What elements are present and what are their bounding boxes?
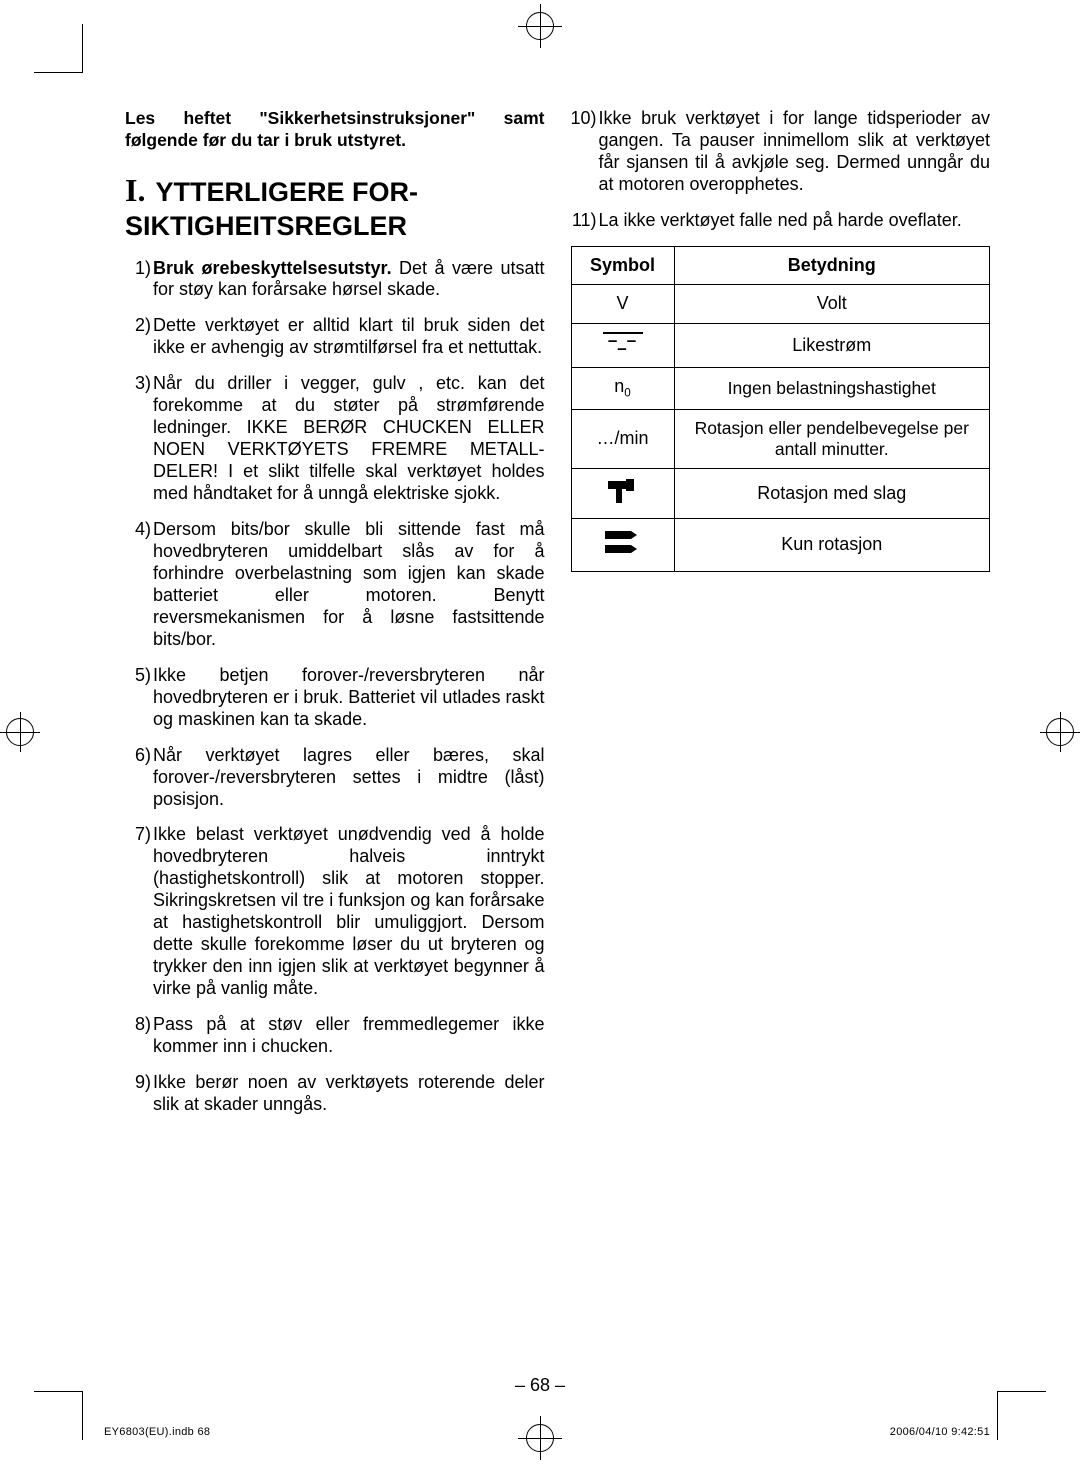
left-column: Les heftet "Sikkerhetsinstruksjoner" sam… (125, 108, 545, 1354)
meaning-cell: Rotasjon med slag (674, 468, 990, 519)
symbol-text: …/min (596, 428, 648, 448)
rule-item: 4)Dersom bits/bor skulle bli sittende fa… (153, 519, 545, 651)
rule-item: 5)Ikke betjen forover-/reversbryteren nå… (153, 665, 545, 731)
meaning-cell: Ingen belastningshastighet (674, 367, 990, 409)
rule-number: 9) (125, 1072, 151, 1094)
rule-text: Pass på at støv eller fremmedlege­mer ik… (153, 1014, 545, 1056)
table-header-row: Symbol Betydning (571, 246, 990, 285)
rule-number: 3) (125, 373, 151, 395)
symbol-cell: – – – (571, 323, 674, 367)
table-row: Rotasjon med slag (571, 468, 990, 519)
rule-number: 10) (571, 108, 597, 130)
drill-icon (605, 527, 641, 563)
rules-list-left: 1)Bruk ørebeskyttelsesutstyr. Det å være… (125, 258, 545, 1116)
rule-text: Ikke betjen forover-/reversbryteren når … (153, 665, 545, 729)
rule-item: 9)Ikke berør noen av verktøyets rote­ren… (153, 1072, 545, 1116)
symbol-table: Symbol Betydning V Volt – – – Likestrøm n0 In… (571, 246, 991, 572)
section-roman: I. (125, 172, 145, 208)
symbol-text: V (616, 293, 628, 313)
symbol-cell (571, 468, 674, 519)
rule-text: Ikke belast verktøyet unødvendig ved å h… (153, 824, 545, 998)
rule-item: 3)Når du driller i vegger, gulv , etc. k… (153, 373, 545, 505)
symbol-cell: …/min (571, 409, 674, 468)
rule-item: 6)Når verktøyet lagres eller bæres, skal… (153, 745, 545, 811)
rules-list-right: 10)Ikke bruk verktøyet i for lange tids­… (571, 108, 991, 232)
page: Les heftet "Sikkerhetsinstruksjoner" sam… (0, 0, 1080, 1464)
symbol-cell (571, 519, 674, 572)
table-row: n0 Ingen belastningshastighet (571, 367, 990, 409)
table-row: Kun rotasjon (571, 519, 990, 572)
rule-text: Når du driller i vegger, gulv , etc. kan… (153, 373, 545, 503)
registration-mark (518, 4, 562, 48)
footer-left: EY6803(EU).indb 68 (104, 1426, 210, 1438)
header-symbol: Symbol (571, 246, 674, 285)
rule-number: 7) (125, 824, 151, 846)
registration-mark (518, 1416, 562, 1460)
meaning-cell: Likestrøm (674, 323, 990, 367)
rule-number: 4) (125, 519, 151, 541)
intro-text: Les heftet "Sikkerhetsinstruksjoner" sam… (125, 108, 545, 152)
rule-item: 11)La ikke verktøyet falle ned på harde … (599, 210, 991, 232)
section-title-text: YTTERLIGERE FOR-SIKTIGHEITSREGLER (125, 177, 418, 241)
right-column: 10)Ikke bruk verktøyet i for lange tids­… (571, 108, 991, 1354)
table-row: V Volt (571, 285, 990, 324)
rule-lead: Bruk ørebeskyttelsesutstyr. (153, 258, 392, 278)
rule-number: 8) (125, 1014, 151, 1036)
hammer-drill-icon (606, 477, 640, 511)
dc-icon: – – – (603, 332, 643, 354)
rule-text: Ikke berør noen av verktøyets rote­rende… (153, 1072, 545, 1114)
rule-number: 1) (125, 258, 151, 280)
meaning-cell: Kun rotasjon (674, 519, 990, 572)
rule-item: 10)Ikke bruk verktøyet i for lange tids­… (599, 108, 991, 196)
crop-mark (50, 40, 83, 73)
header-meaning: Betydning (674, 246, 990, 285)
rule-text: Når verktøyet lagres eller bæres, skal f… (153, 745, 545, 809)
meaning-cell: Volt (674, 285, 990, 324)
rule-number: 2) (125, 315, 151, 337)
n0-symbol: n0 (614, 376, 631, 396)
content-area: Les heftet "Sikkerhetsinstruksjoner" sam… (125, 108, 990, 1354)
section-heading: I.YTTERLIGERE FOR-SIKTIGHEITSREGLER (125, 170, 545, 244)
table-row: – – – Likestrøm (571, 323, 990, 367)
rule-item: 2)Dette verktøyet er alltid klart til br… (153, 315, 545, 359)
rule-number: 6) (125, 745, 151, 767)
rule-number: 11) (571, 210, 597, 232)
rule-number: 5) (125, 665, 151, 687)
rule-item: 8)Pass på at støv eller fremmedlege­mer … (153, 1014, 545, 1058)
rule-text: Dette verktøyet er alltid klart til bruk… (153, 315, 545, 357)
page-number: – 68 – (0, 1375, 1080, 1396)
registration-mark (6, 718, 34, 746)
registration-mark (1046, 718, 1074, 746)
rule-item: 7)Ikke belast verktøyet unødvendig ved å… (153, 824, 545, 1000)
rule-item: 1)Bruk ørebeskyttelsesutstyr. Det å være… (153, 258, 545, 302)
table-row: …/min Rotasjon eller pendelbevegelse per … (571, 409, 990, 468)
footer-right: 2006/04/10 9:42:51 (890, 1426, 990, 1438)
meaning-cell: Rotasjon eller pendelbevegelse per antal… (674, 409, 990, 468)
rule-text: Dersom bits/bor skulle bli sittende fast… (153, 519, 545, 649)
symbol-cell: V (571, 285, 674, 324)
rule-text: La ikke verktøyet falle ned på harde ove… (599, 210, 962, 230)
symbol-cell: n0 (571, 367, 674, 409)
rule-text: Ikke bruk verktøyet i for lange tids­per… (599, 108, 991, 194)
